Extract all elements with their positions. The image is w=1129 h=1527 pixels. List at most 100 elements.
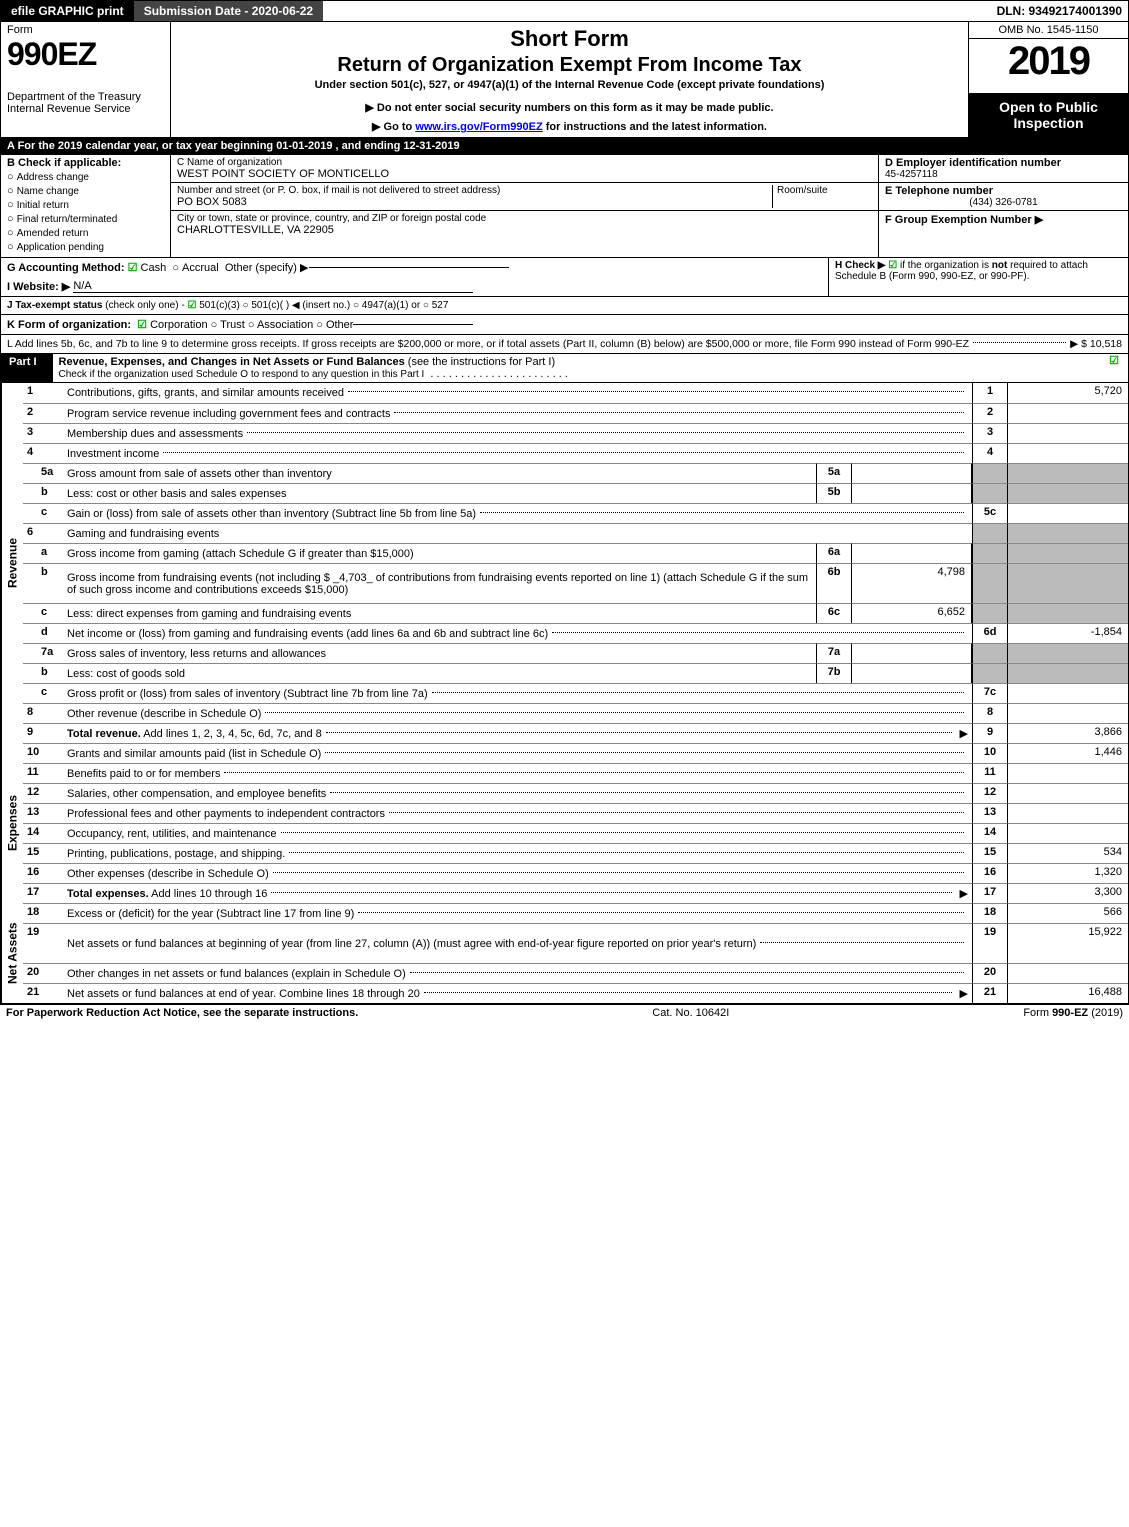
efile-print-button[interactable]: efile GRAPHIC print: [1, 1, 134, 21]
arrow-icon: ▶: [960, 987, 968, 1000]
line-desc: Gross amount from sale of assets other t…: [63, 463, 816, 483]
right-line-num: 5c: [972, 503, 1008, 523]
return-title: Return of Organization Exempt From Incom…: [179, 54, 960, 77]
section-b-label: B Check if applicable:: [7, 157, 164, 169]
line-desc: Professional fees and other payments to …: [63, 803, 972, 823]
h-check[interactable]: ☑: [888, 260, 897, 271]
chk-initial-return[interactable]: Initial return: [7, 199, 164, 211]
chk-address-change[interactable]: Address change: [7, 171, 164, 183]
right-line-val: -1,854: [1008, 623, 1128, 643]
arrow-icon: ▶: [960, 727, 968, 740]
line-6c: cLess: direct expenses from gaming and f…: [23, 603, 1128, 623]
right-line-num: 20: [972, 963, 1008, 983]
line-num: a: [23, 543, 63, 563]
chk-final-return[interactable]: Final return/terminated: [7, 213, 164, 225]
chk-application-pending[interactable]: Application pending: [7, 241, 164, 253]
line-num: 1: [23, 383, 63, 403]
line-7b: bLess: cost of goods sold7b: [23, 663, 1128, 683]
part1-title-note: (see the instructions for Part I): [408, 356, 555, 368]
line-num: b: [23, 563, 63, 603]
right-line-num: 15: [972, 843, 1008, 863]
right-line-val: [1008, 803, 1128, 823]
right-shaded-val: [1008, 643, 1128, 663]
city-label: City or town, state or province, country…: [177, 213, 872, 224]
right-shaded: [972, 543, 1008, 563]
g-cash-check[interactable]: ☑: [128, 261, 138, 274]
right-line-val: [1008, 503, 1128, 523]
j-501c3-check[interactable]: ☑: [187, 300, 196, 311]
line-num: 10: [23, 743, 63, 763]
mid-line-num: 6b: [816, 563, 852, 603]
right-line-num: 4: [972, 443, 1008, 463]
right-line-val: [1008, 763, 1128, 783]
right-line-num: 11: [972, 763, 1008, 783]
right-shaded-val: [1008, 463, 1128, 483]
line-num: 14: [23, 823, 63, 843]
goto-note: ▶ Go to www.irs.gov/Form990EZ for instru…: [179, 120, 960, 133]
mid-line-num: 6a: [816, 543, 852, 563]
footer-right-pre: Form: [1023, 1007, 1052, 1019]
f-group-label: F Group Exemption Number ▶: [885, 213, 1122, 226]
right-line-num: 19: [972, 923, 1008, 963]
right-line-val: [1008, 423, 1128, 443]
line-num: 2: [23, 403, 63, 423]
e-phone-label: E Telephone number: [885, 185, 1122, 197]
right-line-num: 2: [972, 403, 1008, 423]
side-label-revenue: Revenue: [1, 383, 23, 743]
right-line-num: 14: [972, 823, 1008, 843]
line-6a: aGross income from gaming (attach Schedu…: [23, 543, 1128, 563]
room-label: Room/suite: [777, 185, 872, 196]
meta-block: G Accounting Method: ☑ Cash ○ Accrual Ot…: [0, 258, 1129, 354]
lines-table: Revenue1Contributions, gifts, grants, an…: [0, 383, 1129, 1004]
chk-amended-return[interactable]: Amended return: [7, 227, 164, 239]
right-line-val: [1008, 683, 1128, 703]
right-shaded-val: [1008, 543, 1128, 563]
mid-line-val: 6,652: [852, 603, 972, 623]
subtitle: Under section 501(c), 527, or 4947(a)(1)…: [179, 79, 960, 91]
right-line-val: 15,922: [1008, 923, 1128, 963]
h-label: H Check ▶: [835, 260, 885, 271]
right-line-val: 3,300: [1008, 883, 1128, 903]
section-revenue: Revenue1Contributions, gifts, grants, an…: [1, 383, 1128, 743]
addr-value: PO BOX 5083: [177, 196, 247, 208]
line-desc: Contributions, gifts, grants, and simila…: [63, 383, 972, 403]
right-line-num: 10: [972, 743, 1008, 763]
mid-line-num: 7a: [816, 643, 852, 663]
line-12: 12Salaries, other compensation, and empl…: [23, 783, 1128, 803]
line-13: 13Professional fees and other payments t…: [23, 803, 1128, 823]
part1-schedO-check[interactable]: ☑: [1109, 355, 1119, 367]
right-line-val: 16,488: [1008, 983, 1128, 1003]
omb-number: OMB No. 1545-1150: [969, 22, 1128, 39]
form-label: Form: [7, 24, 164, 36]
g-other-input[interactable]: [309, 267, 509, 268]
line-desc: Other changes in net assets or fund bala…: [63, 963, 972, 983]
section-expenses: Expenses10Grants and similar amounts pai…: [1, 743, 1128, 903]
right-line-num: 18: [972, 903, 1008, 923]
c-name-label: C Name of organization: [177, 157, 872, 168]
chk-name-change[interactable]: Name change: [7, 185, 164, 197]
line-3: 3Membership dues and assessments3: [23, 423, 1128, 443]
line-a-tax-year: A For the 2019 calendar year, or tax yea…: [0, 138, 1129, 155]
right-shaded-val: [1008, 563, 1128, 603]
mid-line-num: 6c: [816, 603, 852, 623]
right-line-val: 3,866: [1008, 723, 1128, 743]
right-line-num: 1: [972, 383, 1008, 403]
right-line-val: 1,320: [1008, 863, 1128, 883]
k-label: K Form of organization:: [7, 319, 131, 331]
website-value: N/A: [73, 280, 473, 293]
line-desc: Total revenue. Add lines 1, 2, 3, 4, 5c,…: [63, 723, 972, 743]
right-line-val: [1008, 783, 1128, 803]
right-shaded-val: [1008, 663, 1128, 683]
line-5b: bLess: cost or other basis and sales exp…: [23, 483, 1128, 503]
line-desc: Gross sales of inventory, less returns a…: [63, 643, 816, 663]
irs-link[interactable]: www.irs.gov/Form990EZ: [415, 121, 542, 133]
k-corp-check[interactable]: ☑: [137, 318, 147, 331]
right-line-val: [1008, 443, 1128, 463]
dept-treasury: Department of the Treasury: [7, 91, 164, 103]
dln: DLN: 93492174001390: [997, 4, 1128, 18]
h-text1: if the organization is: [900, 260, 992, 271]
line-19: 19Net assets or fund balances at beginni…: [23, 923, 1128, 963]
line-desc: Less: cost of goods sold: [63, 663, 816, 683]
line-num: b: [23, 663, 63, 683]
k-other-input[interactable]: [353, 324, 473, 325]
